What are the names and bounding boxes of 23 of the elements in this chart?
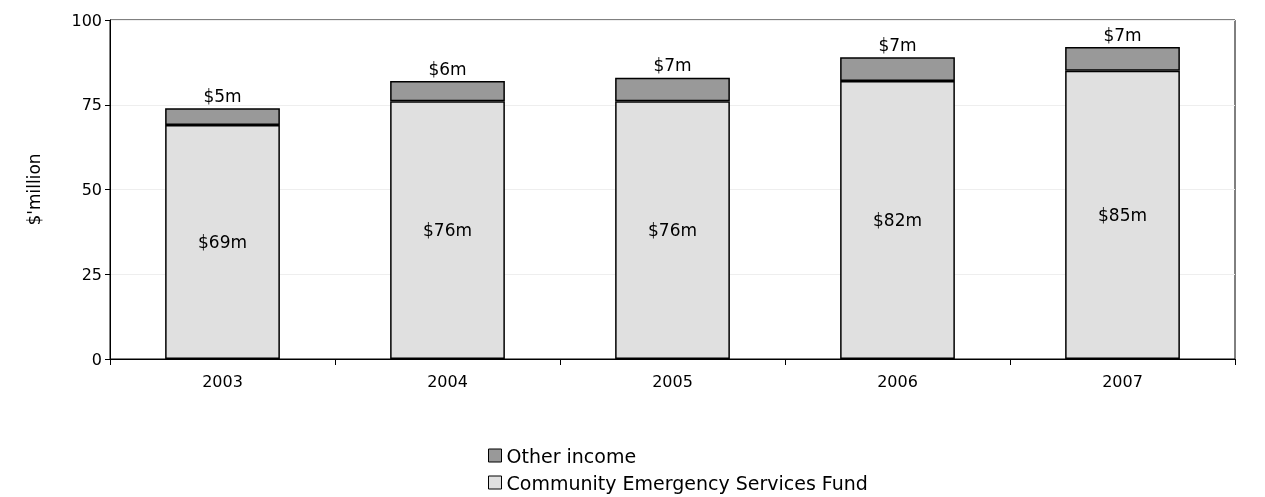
data-label: $69m	[197, 232, 248, 253]
legend-label: Community Emergency Services Fund	[506, 471, 868, 494]
data-label: $6m	[428, 58, 467, 79]
x-tick-label: 2007	[1102, 371, 1143, 391]
y-tick-label: 100	[71, 10, 102, 30]
y-tick-label: 75	[81, 95, 102, 115]
y-axis-title: $'million	[23, 153, 44, 226]
y-tick-label: 50	[81, 180, 102, 199]
y-tick-label: 0	[91, 349, 102, 369]
data-label: $76m	[647, 220, 698, 241]
data-label: $82m	[872, 210, 923, 231]
data-label: $85m	[1097, 204, 1148, 225]
data-label: $76m	[422, 220, 473, 241]
x-tick-label: 2003	[202, 371, 243, 391]
data-label: $7m	[653, 55, 692, 76]
data-label: $5m	[203, 85, 242, 106]
legend-label: Other income	[506, 444, 637, 467]
data-label: $7m	[878, 34, 917, 55]
y-tick-label: 25	[81, 264, 102, 284]
x-tick-label: 2006	[877, 371, 918, 391]
x-tick-label: 2005	[652, 371, 693, 391]
x-tick-label: 2004	[427, 371, 468, 391]
data-label: $7m	[1103, 24, 1142, 45]
